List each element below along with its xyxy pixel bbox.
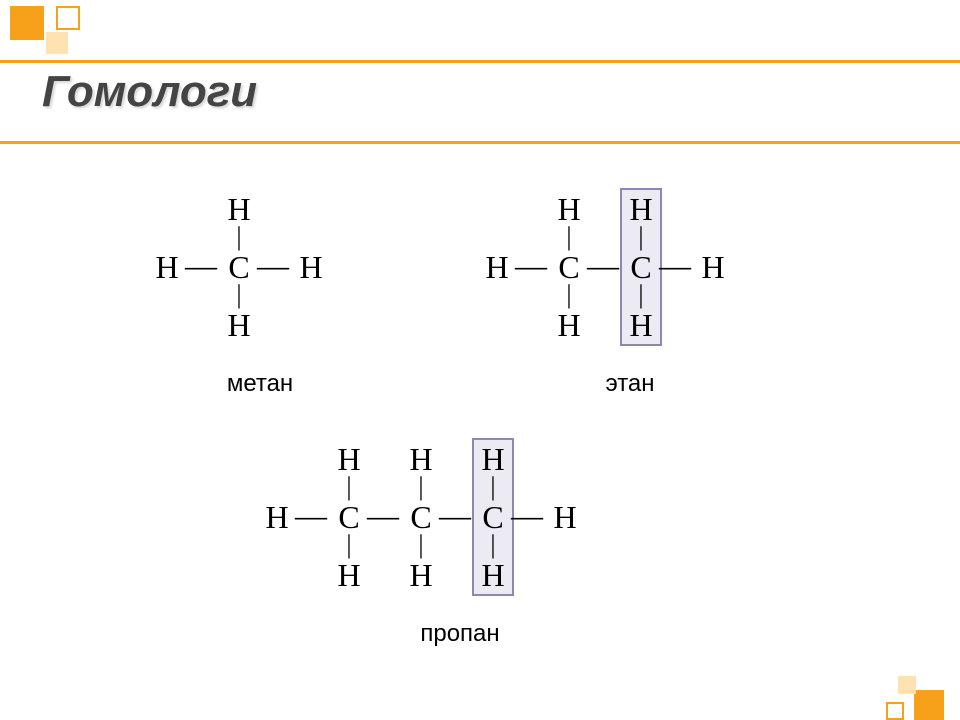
atom-h: H (294, 248, 328, 286)
molecule-propane: H—H|C|H—H|C|H—H|C|H—Hпропан (260, 440, 620, 660)
atom-h: H (480, 248, 514, 286)
bond-vertical: | (404, 474, 438, 500)
slide-title: Гомологи (42, 67, 257, 117)
bond-horizontal: — (256, 248, 290, 286)
bond-vertical: | (332, 532, 366, 558)
bond-vertical: | (624, 282, 658, 308)
bond-vertical: | (552, 282, 586, 308)
bond-horizontal: — (438, 498, 472, 536)
molecule-methane: H—H|C|H—Hметан (150, 190, 366, 410)
atom-h: H (548, 498, 582, 536)
bond-vertical: | (222, 282, 256, 308)
atom-h: H (332, 556, 366, 594)
atom-h: H (150, 248, 184, 286)
bond-horizontal: — (184, 248, 218, 286)
bond-vertical: | (332, 474, 366, 500)
bond-horizontal: — (294, 498, 328, 536)
atom-h: H (404, 556, 438, 594)
bond-vertical: | (476, 474, 510, 500)
title-bar: Гомологи (0, 60, 960, 144)
atom-h: H (696, 248, 730, 286)
atom-h: H (476, 556, 510, 594)
decor-square (10, 6, 44, 40)
bond-vertical: | (476, 532, 510, 558)
decor-square (56, 6, 80, 30)
bond-vertical: | (624, 224, 658, 250)
bond-vertical: | (404, 532, 438, 558)
bond-horizontal: — (510, 498, 544, 536)
bond-horizontal: — (658, 248, 692, 286)
decor-square (46, 32, 68, 54)
atom-h: H (624, 306, 658, 344)
bond-vertical: | (552, 224, 586, 250)
molecules-area: H—H|C|H—Hметан H—H|C|H—H|C|H—Hэтан H—H|C|H… (0, 170, 960, 710)
molecule-label: метан (200, 370, 320, 398)
atom-h: H (552, 306, 586, 344)
molecule-label: пропан (390, 620, 530, 648)
bond-horizontal: — (514, 248, 548, 286)
bond-vertical: | (222, 224, 256, 250)
molecule-ethane: H—H|C|H—H|C|H—Hэтан (480, 190, 768, 410)
molecule-label: этан (570, 370, 690, 398)
bond-horizontal: — (586, 248, 620, 286)
bond-horizontal: — (366, 498, 400, 536)
atom-h: H (260, 498, 294, 536)
slide: { "decor": { "squares": [ { "x": 10, "y"… (0, 0, 960, 720)
atom-h: H (222, 306, 256, 344)
